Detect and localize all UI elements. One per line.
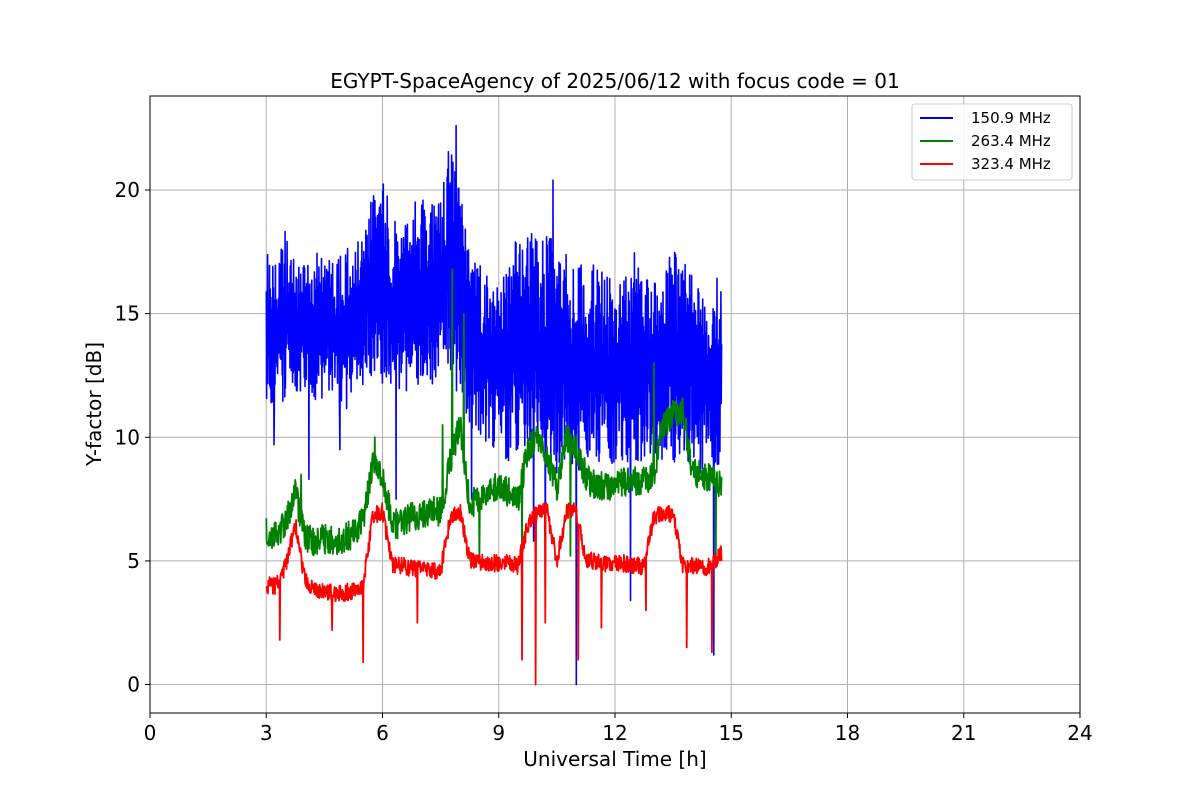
legend-box	[911, 103, 1073, 181]
y-tick-label: 5	[127, 549, 140, 573]
legend-label: 323.4 MHz	[971, 155, 1051, 173]
x-tick-label: 12	[602, 721, 627, 745]
legend: 150.9 MHz 263.4 MHz 323.4 MHz	[911, 103, 1073, 181]
y-tick-label: 10	[115, 425, 140, 449]
x-axis-label: Universal Time [h]	[523, 747, 706, 771]
x-tick-label: 18	[835, 721, 860, 745]
y-axis-label: Y-factor [dB]	[82, 342, 106, 467]
legend-label: 150.9 MHz	[971, 109, 1051, 127]
series-layer	[265, 124, 723, 686]
series-line	[265, 502, 723, 686]
x-tick-label: 9	[492, 721, 505, 745]
x-tick-label: 3	[260, 721, 273, 745]
x-tick-label: 0	[144, 721, 157, 745]
y-tick-label: 0	[127, 673, 140, 697]
x-tick-label: 24	[1067, 721, 1092, 745]
x-tick-label: 15	[719, 721, 744, 745]
x-tick-label: 21	[951, 721, 976, 745]
series-line	[265, 124, 723, 686]
y-tick-label: 15	[115, 302, 140, 326]
y-tick-label: 20	[115, 178, 140, 202]
legend-label: 263.4 MHz	[971, 132, 1051, 150]
x-tick-label: 6	[376, 721, 389, 745]
y-axis: 0 5 10 15 20	[115, 178, 150, 697]
chart-title: EGYPT-SpaceAgency of 2025/06/12 with foc…	[330, 69, 899, 93]
series-line	[265, 268, 723, 562]
x-axis: 0 3 6 9 12 15 18 21 24	[144, 713, 1093, 745]
